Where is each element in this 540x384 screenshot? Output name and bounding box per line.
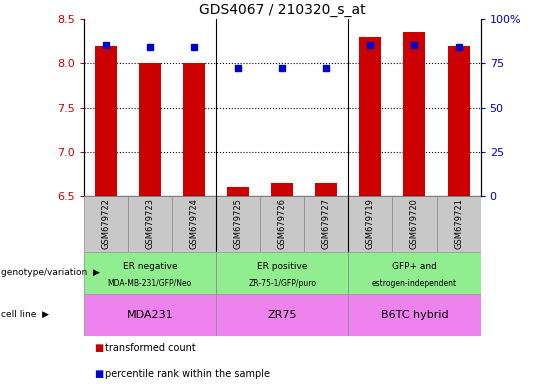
Text: estrogen-independent: estrogen-independent	[372, 279, 457, 288]
Bar	[84, 252, 216, 294]
Title: GDS4067 / 210320_s_at: GDS4067 / 210320_s_at	[199, 3, 366, 17]
Text: GSM679723: GSM679723	[145, 198, 154, 249]
Text: GSM679721: GSM679721	[454, 198, 463, 249]
Text: MDA231: MDA231	[126, 310, 173, 320]
Bar	[271, 183, 293, 196]
Bar	[315, 183, 338, 196]
Text: GFP+ and: GFP+ and	[392, 262, 437, 271]
Bar	[183, 63, 205, 196]
Text: GSM679719: GSM679719	[366, 198, 375, 249]
Text: GSM679727: GSM679727	[322, 198, 330, 249]
Bar	[393, 196, 436, 252]
Bar	[216, 196, 260, 252]
Text: genotype/variation  ▶: genotype/variation ▶	[1, 268, 100, 277]
Bar	[359, 37, 381, 196]
Bar	[348, 252, 481, 294]
Text: ZR75: ZR75	[267, 310, 297, 320]
Text: ■: ■	[94, 369, 104, 379]
Bar	[227, 187, 249, 196]
Text: ZR-75-1/GFP/puro: ZR-75-1/GFP/puro	[248, 279, 316, 288]
Bar	[216, 252, 348, 294]
Bar	[348, 294, 481, 336]
Text: MDA-MB-231/GFP/Neo: MDA-MB-231/GFP/Neo	[107, 279, 192, 288]
Bar	[436, 196, 481, 252]
Text: transformed count: transformed count	[105, 343, 196, 353]
Text: GSM679720: GSM679720	[410, 198, 419, 249]
Bar	[216, 294, 348, 336]
Text: GSM679724: GSM679724	[190, 198, 199, 249]
Bar	[348, 196, 393, 252]
Text: ER positive: ER positive	[257, 262, 307, 271]
Text: percentile rank within the sample: percentile rank within the sample	[105, 369, 271, 379]
Text: cell line  ▶: cell line ▶	[1, 310, 49, 319]
Bar	[260, 196, 304, 252]
Bar	[128, 196, 172, 252]
Text: GSM679725: GSM679725	[234, 198, 242, 249]
Bar	[304, 196, 348, 252]
Bar	[448, 46, 470, 196]
Text: GSM679722: GSM679722	[102, 198, 110, 249]
Text: ER negative: ER negative	[123, 262, 177, 271]
Bar	[84, 196, 128, 252]
Bar	[139, 63, 161, 196]
Bar	[172, 196, 216, 252]
Bar	[403, 33, 426, 196]
Bar	[84, 294, 216, 336]
Text: ■: ■	[94, 343, 104, 353]
Text: GSM679726: GSM679726	[278, 198, 287, 249]
Bar	[94, 46, 117, 196]
Text: B6TC hybrid: B6TC hybrid	[381, 310, 448, 320]
